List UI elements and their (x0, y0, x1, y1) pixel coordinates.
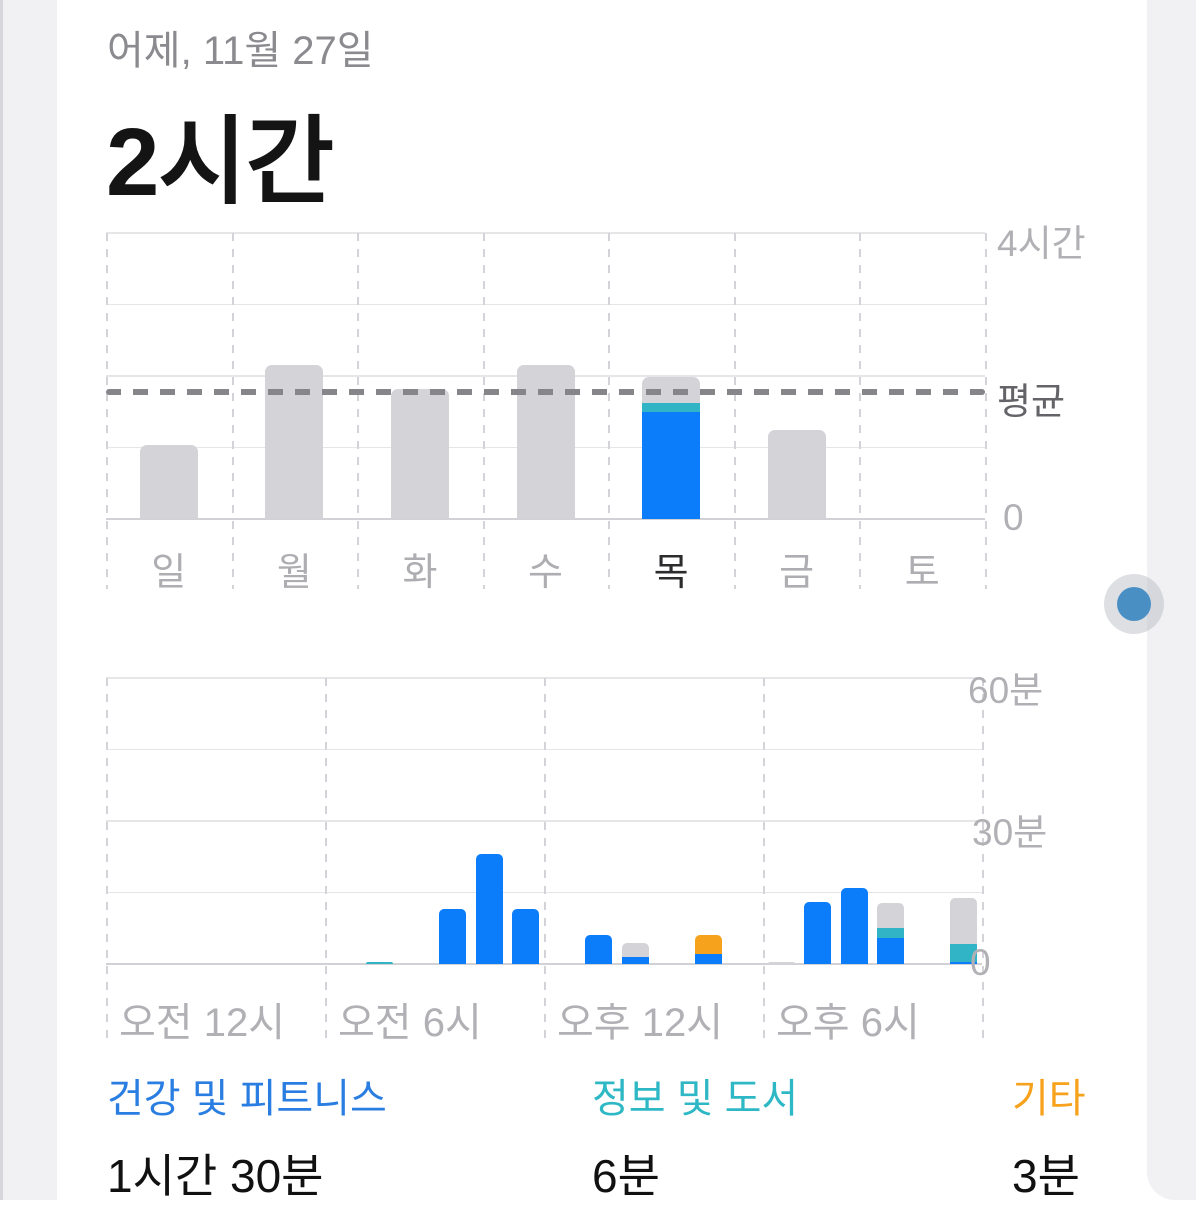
daily-bar-hour-7[interactable] (366, 961, 393, 964)
weekly-day-separator (734, 233, 736, 589)
daily-xtick-0: 오전 12시 (119, 1001, 286, 1045)
left-edge-border (0, 0, 3, 1200)
weekly-day-label-목: 목 (653, 552, 689, 594)
weekly-day-separator (357, 233, 359, 589)
legend-value: 1시간 30분 (107, 1150, 324, 1202)
bar-segment (366, 961, 393, 964)
weekly-day-label-금: 금 (779, 552, 815, 594)
bar-segment (950, 961, 977, 964)
left-edge-strip (0, 0, 57, 1200)
daily-time-separator (763, 678, 765, 1044)
bar-segment (476, 854, 503, 964)
bar-segment (950, 898, 977, 944)
bar-segment (642, 411, 700, 519)
weekly-gridline (106, 232, 985, 234)
bar-segment (877, 937, 904, 964)
bar-segment (512, 909, 539, 964)
daily-bar-hour-23[interactable] (950, 898, 977, 964)
bar-segment (439, 909, 466, 964)
legend-label: 기타 (1012, 1077, 1086, 1121)
weekly-bar-일[interactable] (140, 444, 198, 519)
bar-segment (695, 935, 722, 955)
daily-xtick-2: 오후 12시 (557, 1001, 724, 1045)
right-edge-strip (1147, 0, 1196, 1200)
total-screen-time: 2시간 (106, 109, 334, 216)
bar-segment (768, 429, 826, 519)
daily-time-separator (325, 678, 327, 1044)
bar-segment (265, 364, 323, 519)
bar-segment (622, 956, 649, 964)
daily-bar-hour-10[interactable] (476, 854, 503, 964)
daily-bar-hour-13[interactable] (585, 935, 612, 964)
bar-segment (517, 364, 575, 519)
bar-segment (695, 954, 722, 964)
bar-segment (804, 902, 831, 964)
weekly-day-label-화: 화 (402, 552, 438, 594)
daily-time-separator (982, 678, 984, 1044)
daily-gridline (106, 677, 982, 679)
weekly-day-separator (483, 233, 485, 589)
weekly-day-separator (985, 233, 987, 589)
legend-health-fitness[interactable]: 건강 및 피트니스 1시간 30분 (107, 1066, 387, 1206)
weekly-average-label: 평균 (997, 381, 1066, 422)
daily-bar-hour-19[interactable] (804, 902, 831, 964)
weekly-day-separator (859, 233, 861, 589)
legend-label: 건강 및 피트니스 (107, 1077, 387, 1121)
legend-value: 3분 (1012, 1150, 1080, 1202)
bar-segment (585, 935, 612, 964)
daily-ymid-label: 30분 (972, 812, 1048, 853)
daily-bar-hour-9[interactable] (439, 909, 466, 964)
weekly-ymax-label: 4시간 (997, 223, 1086, 264)
weekly-bar-금[interactable] (768, 429, 826, 519)
daily-usage-chart[interactable]: 오전 12시 오전 6시 오후 12시 오후 6시 60분 30분 0 (106, 670, 1047, 1045)
daily-bar-hour-21[interactable] (877, 902, 904, 964)
bar-segment (391, 388, 449, 519)
bar-segment (841, 887, 868, 964)
legend-info-reading[interactable]: 정보 및 도서 6분 (592, 1066, 798, 1206)
daily-bar-hour-14[interactable] (622, 942, 649, 964)
daily-time-separator (106, 678, 108, 1044)
legend-other[interactable]: 기타 3분 (1012, 1066, 1086, 1206)
bar-segment (622, 942, 649, 957)
weekly-day-separator (106, 233, 108, 589)
daily-bar-hour-16[interactable] (695, 935, 722, 964)
bar-segment (877, 902, 904, 928)
weekly-gridline (106, 518, 985, 520)
daily-xtick-1: 오전 6시 (338, 1001, 482, 1045)
weekly-bar-화[interactable] (391, 388, 449, 519)
daily-xtick-3: 오후 6시 (776, 1001, 920, 1045)
bar-segment (140, 444, 198, 519)
legend-label: 정보 및 도서 (592, 1077, 799, 1121)
weekly-day-label-수: 수 (528, 552, 563, 594)
average-dashed-line (106, 388, 985, 395)
date-label: 어제, 11월 27일 (107, 29, 374, 73)
legend-value: 6분 (592, 1150, 660, 1202)
scroll-indicator-dot[interactable] (1117, 587, 1151, 621)
daily-ymax-label: 60분 (968, 670, 1044, 711)
daily-bar-hour-18[interactable] (768, 961, 795, 964)
daily-bar-hour-20[interactable] (841, 887, 868, 964)
weekly-zero-label: 0 (1003, 497, 1024, 538)
weekly-day-separator (232, 233, 234, 589)
bar-segment (877, 927, 904, 938)
bar-segment (950, 943, 977, 962)
weekly-day-label-일: 일 (151, 552, 187, 594)
weekly-bar-목[interactable] (642, 377, 700, 519)
daily-time-separator (544, 678, 546, 1044)
weekly-bar-수[interactable] (517, 364, 575, 519)
bar-segment (768, 961, 795, 964)
weekly-day-label-월: 월 (276, 552, 312, 594)
daily-bar-hour-11[interactable] (512, 909, 539, 964)
weekly-bar-월[interactable] (265, 364, 323, 519)
daily-zero-label: 0 (970, 942, 991, 983)
bar-segment (642, 403, 700, 412)
weekly-gridline (106, 303, 985, 305)
weekly-day-separator (608, 233, 610, 589)
weekly-day-label-토: 토 (904, 552, 940, 594)
